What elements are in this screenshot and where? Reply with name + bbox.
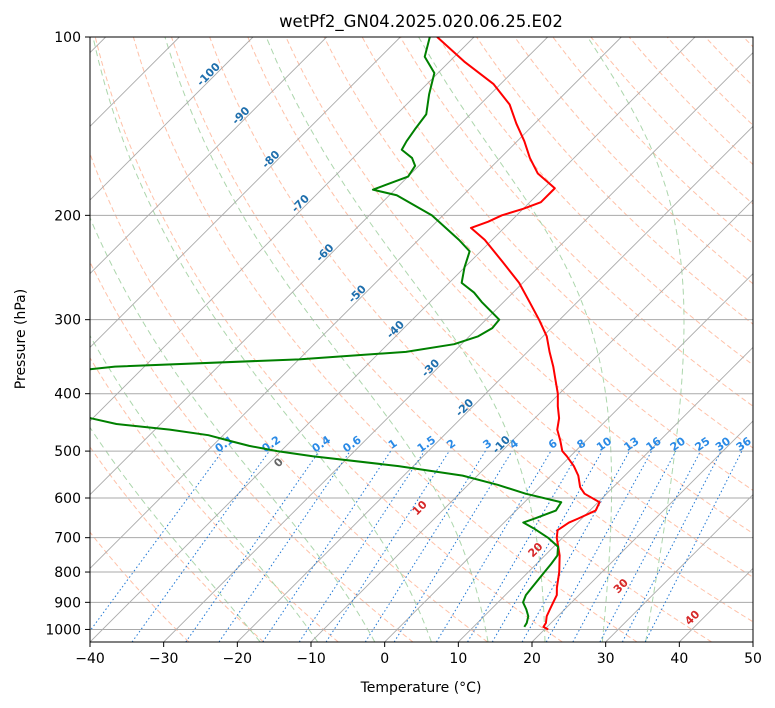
dry-adiabat-line	[285, 37, 753, 535]
isotherm-line	[90, 37, 548, 496]
x-axis-ticks: −40 −30 −20 −10 0 10 20 30 40 50	[75, 642, 762, 667]
x-tick-label: 10	[449, 651, 467, 667]
mixing-ratio-line	[325, 450, 450, 642]
moist-adiabat-line	[164, 37, 489, 642]
y-tick-label: 100	[54, 30, 81, 46]
mixing-ratio-line	[545, 450, 653, 642]
isotherm-line	[531, 420, 753, 642]
dry-adiabat-line	[514, 37, 753, 285]
plot-frame	[89, 36, 754, 643]
dry-adiabat-line	[90, 356, 339, 642]
x-axis-label: Temperature (°C)	[360, 680, 482, 696]
moist-adiabat-line	[587, 37, 685, 642]
isotherm-line	[90, 37, 327, 275]
moist-adiabat-line	[265, 37, 546, 642]
mixing-ratio-line	[435, 450, 552, 642]
dry-adiabat-line	[171, 37, 713, 642]
temperature-profile-line	[436, 37, 601, 631]
dry-adiabat-line	[323, 37, 753, 491]
dry-adiabat-line	[90, 446, 264, 642]
y-tick-label: 200	[54, 208, 81, 224]
isotherm-line	[90, 37, 622, 569]
x-tick-label: −20	[223, 651, 253, 667]
y-axis-label: Pressure (hPa)	[13, 289, 29, 389]
isotherm-line	[90, 37, 254, 201]
moist-adiabat-line	[92, 37, 432, 642]
mixing-ratio-line	[185, 450, 320, 642]
y-tick-label: 700	[54, 531, 81, 547]
y-tick-label: 600	[54, 491, 81, 507]
x-tick-label: 20	[523, 651, 541, 667]
dry-adiabat-line	[94, 37, 563, 642]
isotherm-line	[384, 273, 753, 642]
x-tick-label: 0	[380, 651, 389, 667]
moist-adiabat-line	[90, 334, 319, 642]
x-tick-label: −30	[149, 651, 179, 667]
x-tick-label: 30	[597, 651, 615, 667]
isotherm-line	[90, 37, 401, 348]
dry-adiabat-line	[361, 37, 753, 449]
y-tick-label: 300	[54, 313, 81, 329]
dry-adiabat-line	[90, 152, 488, 642]
moist-adiabat-line	[90, 426, 261, 642]
mixing-ratio-line	[572, 450, 677, 642]
chart-title: wetPf2_GN04.2025.020.06.25.E02	[279, 12, 563, 32]
y-tick-label: 1000	[45, 622, 81, 638]
dry-adiabat-line	[132, 37, 638, 642]
moist-adiabat-line	[90, 216, 376, 642]
plot-area: 0.1 0.2 0.4 0.6 1 1.5 2 3 4 6 8 10 13 16 20 25 30 36-100-…	[90, 37, 754, 642]
dry-adiabat-line	[399, 37, 753, 407]
mixing-ratio-line	[393, 450, 513, 642]
y-tick-label: 900	[54, 595, 81, 611]
profile-lines	[90, 37, 601, 631]
y-axis-ticks: 1000 900 800 700 600 500 400 300 200 100	[45, 30, 90, 638]
dry-adiabat-line	[90, 531, 190, 642]
x-tick-label: −10	[296, 651, 326, 667]
mixing-ratio-line	[364, 450, 486, 642]
isotherm-line	[605, 494, 753, 642]
dewpoint-profile-line	[90, 37, 563, 628]
isotherm-line	[90, 37, 696, 642]
isotherm-line	[90, 37, 475, 422]
x-tick-label: 40	[670, 651, 688, 667]
isotherm-line	[458, 346, 753, 642]
y-tick-label: 800	[54, 565, 81, 581]
dry-adiabat-line	[247, 37, 753, 578]
pressure-grid	[90, 37, 753, 630]
mixing-ratio-line	[521, 450, 630, 642]
x-tick-label: −40	[75, 651, 105, 667]
isotherm-line	[310, 199, 753, 642]
background-reference-lines	[90, 37, 753, 642]
y-tick-label: 500	[54, 444, 81, 460]
isotherm-line	[237, 125, 753, 642]
y-tick-label: 400	[54, 387, 81, 403]
mixing-ratio-label: 36	[734, 434, 754, 454]
moist-adiabat-line	[418, 37, 613, 642]
mixing-ratio-line	[218, 450, 351, 642]
dry-adiabat-line	[438, 37, 753, 366]
mixing-ratio-lines	[90, 450, 743, 642]
dry-adiabat-line	[209, 37, 753, 623]
x-tick-label: 50	[744, 651, 762, 667]
mixing-ratio-line	[491, 450, 603, 642]
mixing-ratio-line	[467, 450, 580, 642]
